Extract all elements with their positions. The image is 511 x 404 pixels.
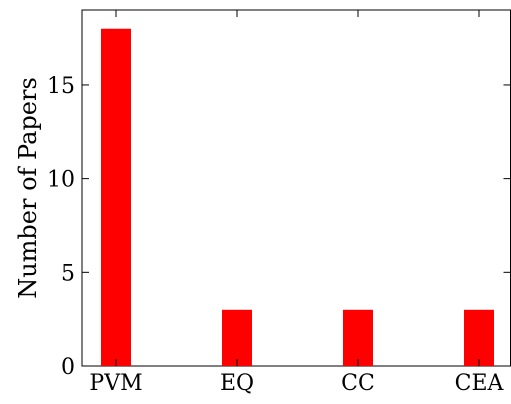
y-tick-label: 10 bbox=[47, 168, 75, 193]
x-tick-label: PVM bbox=[89, 371, 142, 396]
bar-cc bbox=[343, 309, 373, 366]
bar-cea bbox=[464, 309, 494, 366]
y-tick-label: 5 bbox=[61, 261, 75, 286]
bar-eq bbox=[222, 309, 252, 366]
ticks-group bbox=[82, 10, 511, 367]
bars-group bbox=[101, 28, 494, 366]
x-tick-label: CEA bbox=[455, 371, 505, 396]
plot-area bbox=[81, 9, 511, 367]
x-tick-label: CC bbox=[341, 371, 375, 396]
y-tick-label: 15 bbox=[47, 74, 75, 99]
x-tick-label: EQ bbox=[220, 371, 254, 396]
tick-labels-group: PVM EQ CC CEA 0 5 10 15 bbox=[47, 74, 505, 396]
y-axis-label: Number of Papers bbox=[14, 77, 42, 299]
bar-pvm bbox=[101, 28, 131, 366]
y-tick-label: 0 bbox=[61, 355, 75, 380]
plot-frame bbox=[81, 9, 511, 367]
